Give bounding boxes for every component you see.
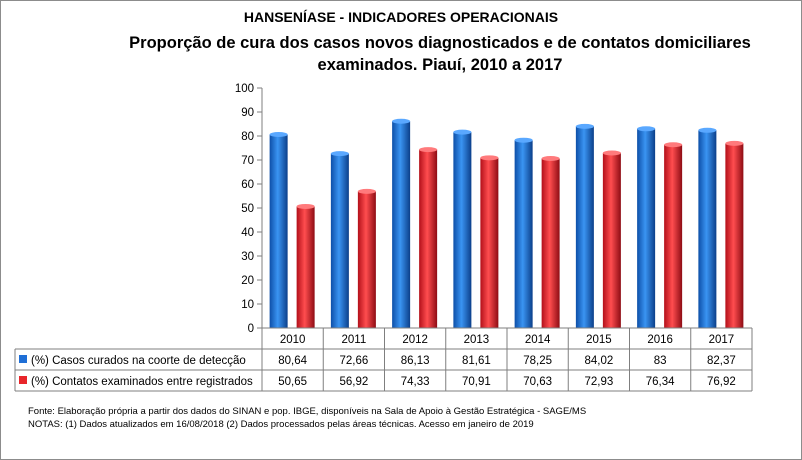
bar-cap [602,150,621,156]
bar-cap [269,131,288,137]
x-tick-label: 2014 [525,334,551,346]
bar-cap [664,142,683,148]
y-tick-label: 100 [235,83,254,95]
bar-contacts [602,152,621,328]
bar-contacts [541,158,560,328]
y-tick-label: 20 [241,275,254,287]
bar-cured [269,134,288,328]
data-label: 86,13 [401,355,430,367]
bar-contacts [725,143,744,328]
y-tick-label: 40 [241,227,254,239]
data-label: 84,02 [584,355,613,367]
bar-cured [637,128,656,328]
chart-title: Proporção de cura dos casos novos diagno… [129,34,751,74]
bar-cap [392,118,411,124]
bar-cap [541,155,560,161]
data-label: 74,33 [401,376,430,388]
x-tick-label: 2013 [464,334,490,346]
bar-contacts [480,157,499,328]
y-tick-label: 0 [248,323,254,335]
bar-cap [419,147,438,153]
data-label: 72,93 [584,376,613,388]
bar-cured [330,153,349,328]
y-tick-label: 60 [241,179,254,191]
bar-cap [698,127,717,133]
x-tick-label: 2016 [647,334,673,346]
bar-cured [453,132,472,328]
bar-contacts [664,144,683,328]
bar-cured [514,140,533,328]
y-tick-label: 70 [241,155,254,167]
chart-supertitle: HANSENÍASE - INDICADORES OPERACIONAIS [243,9,559,25]
y-tick-label: 90 [241,107,254,119]
bar-cap [575,123,594,129]
x-tick-label: 2015 [586,334,612,346]
bar-cap [453,129,472,135]
data-label: 76,34 [646,376,675,388]
data-label: 72,66 [339,355,368,367]
bar-cap [296,203,315,209]
bar-contacts [296,206,315,328]
bar-cap [330,151,349,157]
legend-swatch [19,376,27,384]
legend-swatch [19,355,27,363]
bar-cured [575,126,594,329]
data-label: 50,65 [278,376,307,388]
data-label: 76,92 [707,376,736,388]
bar-cap [725,140,744,146]
y-tick-label: 30 [241,251,254,263]
bar-cap [637,126,656,132]
source-note: Fonte: Elaboração própria a partir dos d… [28,406,587,417]
x-tick-label: 2011 [342,334,367,346]
data-label: 81,61 [462,355,491,367]
bar-contacts [419,149,438,328]
chart-footer: Fonte: Elaboração própria a partir dos d… [28,405,586,431]
bar-cap [514,137,533,143]
y-tick-label: 50 [241,203,254,215]
bar-cured [698,130,717,328]
data-label: 83 [654,355,667,367]
x-tick-label: 2012 [402,334,428,346]
bar-cap [480,155,499,161]
data-label: 70,63 [523,376,552,388]
x-tick-label: 2010 [280,334,306,346]
x-tick-label: 2017 [709,334,735,346]
bar-cured [392,121,411,329]
data-label: 78,25 [523,355,552,367]
y-tick-label: 80 [241,131,254,143]
data-label: 80,64 [278,355,307,367]
bar-cap [357,188,376,194]
bar-contacts [357,191,376,328]
data-label: 70,91 [462,376,491,388]
y-tick-label: 10 [241,299,254,311]
legend-label: (%) Casos curados na coorte de detecção [31,355,246,367]
notes: NOTAS: (1) Dados atualizados em 16/08/20… [28,419,534,430]
legend-label: (%) Contatos examinados entre registrado… [31,376,253,388]
data-label: 56,92 [339,376,368,388]
data-label: 82,37 [707,355,736,367]
